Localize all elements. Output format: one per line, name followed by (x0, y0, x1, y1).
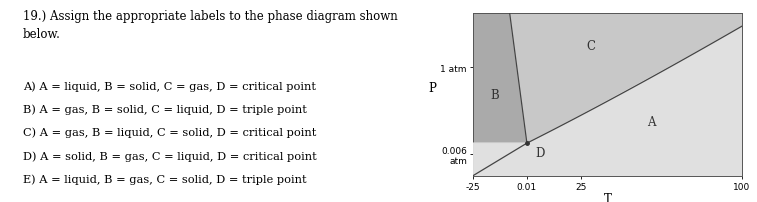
Text: B: B (491, 88, 499, 101)
Text: A: A (647, 115, 656, 128)
Text: A) A = liquid, B = solid, C = gas, D = critical point: A) A = liquid, B = solid, C = gas, D = c… (23, 81, 316, 91)
Text: 19.) Assign the appropriate labels to the phase diagram shown
below.: 19.) Assign the appropriate labels to th… (23, 10, 397, 41)
Text: D: D (535, 147, 545, 160)
Polygon shape (473, 14, 527, 176)
Text: B) A = gas, B = solid, C = liquid, D = triple point: B) A = gas, B = solid, C = liquid, D = t… (23, 104, 307, 115)
Text: C: C (587, 40, 596, 53)
Polygon shape (473, 27, 742, 176)
Text: E) A = liquid, B = gas, C = solid, D = triple point: E) A = liquid, B = gas, C = solid, D = t… (23, 174, 307, 184)
X-axis label: T: T (603, 192, 612, 202)
Text: C) A = gas, B = liquid, C = solid, D = critical point: C) A = gas, B = liquid, C = solid, D = c… (23, 127, 316, 138)
Y-axis label: P: P (428, 82, 436, 95)
Polygon shape (509, 14, 742, 143)
Text: D) A = solid, B = gas, C = liquid, D = critical point: D) A = solid, B = gas, C = liquid, D = c… (23, 150, 316, 161)
